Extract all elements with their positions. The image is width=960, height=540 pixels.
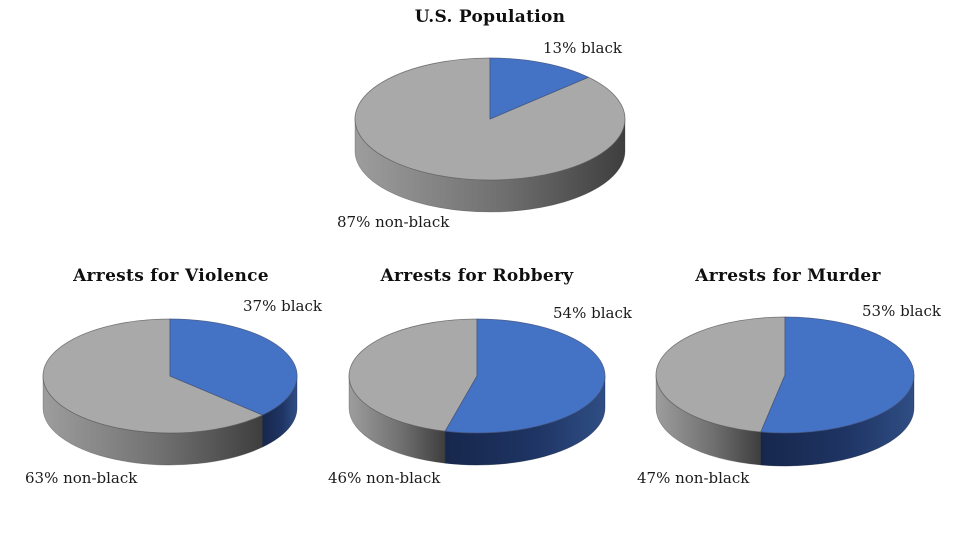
nonblack-slice-top — [348, 318, 478, 432]
nonblack-slice-top — [42, 318, 263, 434]
label-robbery-black: 54% black — [553, 304, 632, 322]
label-population-nonblack: 87% non-black — [337, 213, 450, 231]
black-slice-top — [444, 318, 606, 434]
chart-title-arrests-robbery: Arrests for Robbery — [380, 266, 574, 286]
pie-arrests-murder — [655, 316, 915, 467]
label-violence-black: 37% black — [243, 297, 322, 315]
black-slice-top — [169, 318, 298, 416]
chart-title-arrests-murder: Arrests for Murder — [695, 266, 881, 286]
label-violence-nonblack: 63% non-black — [25, 469, 138, 487]
black-slice-top — [489, 57, 589, 120]
pie-us-population — [354, 57, 626, 213]
chart-title-arrests-violence: Arrests for Violence — [73, 266, 269, 286]
label-murder-nonblack: 47% non-black — [637, 469, 750, 487]
label-murder-black: 53% black — [862, 302, 941, 320]
label-robbery-nonblack: 46% non-black — [328, 469, 441, 487]
pie-arrests-violence — [42, 318, 298, 466]
pie-arrests-robbery — [348, 318, 606, 466]
black-slice-top — [760, 316, 915, 434]
nonblack-slice-top — [655, 316, 786, 433]
chart-title-us-population: U.S. Population — [414, 7, 566, 27]
label-population-black: 13% black — [543, 39, 622, 57]
